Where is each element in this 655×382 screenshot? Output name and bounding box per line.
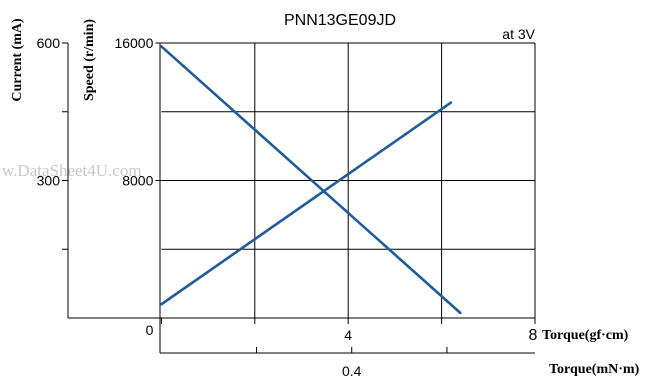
torque-gfcm-tick-label: 0 [146,322,154,338]
torque-gfcm-title: Torque(gf·cm) [542,328,629,343]
current-line [160,101,453,306]
series-group [160,45,462,315]
torque-gfcm-tick-label: 4 [344,327,352,343]
watermark-text: w.DataSheet4U.com [2,161,142,180]
torque-gfcm-ticks: 0 4 8 [146,318,538,344]
speed-axis-title: Speed (r/min) [82,19,97,101]
chart-title: PNN13GE09JD [284,12,396,29]
torque-gfcm-tick-label: 8 [529,327,538,344]
voltage-annotation: at 3V [502,26,535,42]
speed-tick-label: 8000 [122,173,153,189]
current-axis-title: Current (mA) [10,18,25,102]
torque-mnm-title: Torque(mN·m) [549,362,640,377]
speed-axis-ticks: 16000 8000 [114,35,162,189]
current-tick-label: 300 [37,173,61,189]
speed-tick-label: 16000 [114,35,153,51]
torque-mnm-tick-label: 0.4 [342,363,362,379]
speed-line [160,45,462,315]
current-axis-ticks: 600 300 [37,35,68,250]
torque-mnm-ticks: 0.4 [256,347,448,379]
gridlines [161,43,535,318]
current-tick-label: 600 [37,35,61,51]
